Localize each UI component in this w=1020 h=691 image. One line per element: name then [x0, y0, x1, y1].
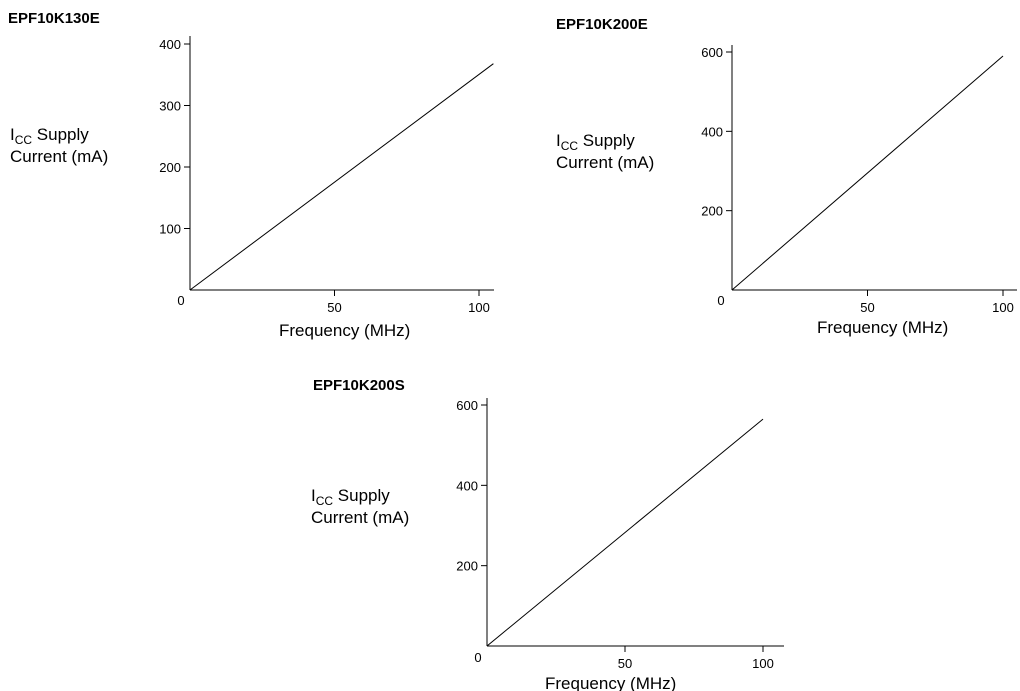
- chart2-title: EPF10K200E: [556, 16, 648, 33]
- chart3-y-tick-label: 400: [456, 478, 478, 493]
- chart1-y-axis-label: ICC Supply: [10, 125, 89, 147]
- chart3-y-axis-label: ICC Supply: [311, 486, 390, 508]
- chart1-series-line-0: [189, 63, 494, 291]
- chart3-y-axis-label-line2: Current (mA): [311, 508, 409, 527]
- chart2-y-axis-label: ICC Supply: [556, 131, 635, 153]
- chart3-y-label-subscript: CC: [316, 494, 334, 508]
- chart1-x-tick-label: 0: [177, 293, 184, 308]
- chart1-x-tick-label: 100: [468, 300, 490, 315]
- chart2-y-axis-label-line2: Current (mA): [556, 153, 654, 172]
- chart3-x-tick-label: 0: [474, 650, 481, 665]
- chart2-y-tick-label: 400: [701, 124, 723, 139]
- chart1-y-label-rest: Supply: [32, 125, 89, 144]
- chart1-y-tick-label: 200: [159, 160, 181, 175]
- chart1-y-label-subscript: CC: [15, 133, 33, 147]
- chart2-x-tick-label: 0: [717, 293, 724, 308]
- chart3-series-line-0: [486, 418, 764, 647]
- chart1-y-tick-label: 400: [159, 37, 181, 52]
- chart1-y-tick-label: 300: [159, 99, 181, 114]
- chart3-title: EPF10K200S: [313, 377, 405, 394]
- chart2-x-tick-label: 100: [992, 300, 1014, 315]
- chart3-y-tick-label: 600: [456, 398, 478, 413]
- chart3-x-tick-label: 50: [618, 656, 632, 671]
- chart3-x-axis-label: Frequency (MHz): [545, 674, 676, 691]
- chart2-y-tick-label: 600: [701, 45, 723, 60]
- chart1-x-tick-label: 50: [327, 300, 341, 315]
- chart1-title: EPF10K130E: [8, 10, 100, 27]
- chart2-x-tick-label: 50: [860, 300, 874, 315]
- chart3-y-label-rest: Supply: [333, 486, 390, 505]
- chart3-y-tick-label: 200: [456, 559, 478, 574]
- chart2-y-tick-label: 200: [701, 204, 723, 219]
- chart3-y-label-symbol: I: [311, 486, 316, 505]
- chart1-y-label-symbol: I: [10, 125, 15, 144]
- chart3-x-tick-label: 100: [752, 656, 774, 671]
- chart2-y-label-subscript: CC: [561, 139, 579, 153]
- chart1-x-axis-label: Frequency (MHz): [279, 321, 410, 340]
- chart2-series-line-0: [731, 55, 1004, 291]
- chart1-y-tick-label: 100: [159, 222, 181, 237]
- chart2-y-label-rest: Supply: [578, 131, 635, 150]
- chart2-x-axis-label: Frequency (MHz): [817, 318, 948, 337]
- chart1-y-axis-label-line2: Current (mA): [10, 147, 108, 166]
- chart2-y-label-symbol: I: [556, 131, 561, 150]
